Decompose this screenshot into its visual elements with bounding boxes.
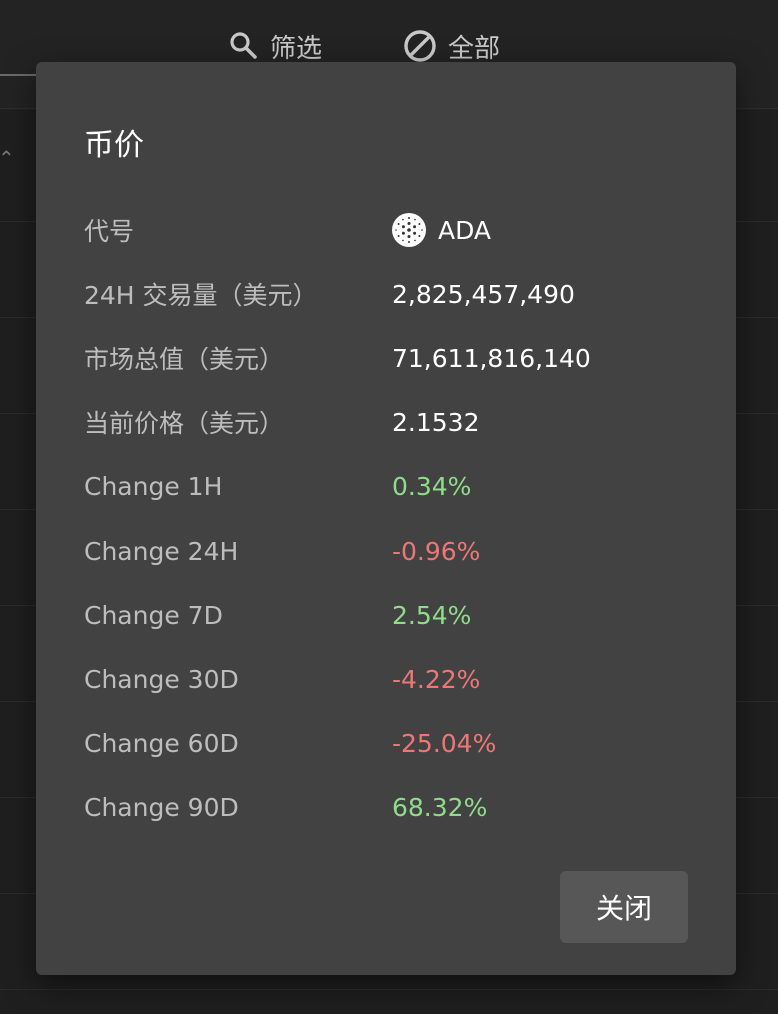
row-value: ADA — [392, 213, 491, 247]
sort-caret-icon: ⌃ — [0, 146, 15, 170]
row-label: 当前价格（美元） — [84, 409, 285, 438]
cardano-icon — [392, 213, 426, 247]
change-value: -25.04% — [392, 728, 497, 758]
info-row-change-24h: Change 24H -0.96% — [84, 531, 684, 571]
filter-button[interactable]: 筛选 — [228, 26, 322, 66]
block-icon — [404, 30, 436, 62]
change-value: 0.34% — [392, 471, 472, 501]
row-value: 2,825,457,490 — [392, 279, 575, 309]
change-value: 2.54% — [392, 600, 472, 630]
all-label: 全部 — [448, 33, 501, 64]
tab-indicator — [0, 74, 36, 76]
row-label: Change 1H — [84, 471, 223, 501]
row-value: 71,611,816,140 — [392, 343, 591, 373]
info-row-change-30d: Change 30D -4.22% — [84, 659, 684, 699]
row-label: Change 30D — [84, 664, 239, 694]
row-label: Change 7D — [84, 600, 223, 630]
info-row-change-90d: Change 90D 68.32% — [84, 787, 684, 827]
row-label: Change 60D — [84, 728, 239, 758]
coin-symbol: ADA — [438, 215, 492, 245]
table-row-divider — [0, 989, 778, 990]
info-row-change-60d: Change 60D -25.04% — [84, 723, 684, 763]
coin-price-dialog: 币价 代号 — [36, 62, 736, 975]
info-row-symbol: 代号 — [84, 210, 684, 250]
all-button[interactable]: 全部 — [402, 26, 500, 66]
change-value: 68.32% — [392, 792, 488, 822]
close-button[interactable]: 关闭 — [560, 871, 688, 943]
change-value: -4.22% — [392, 664, 481, 694]
dialog-title: 币价 — [84, 128, 144, 163]
filter-label: 筛选 — [270, 33, 323, 64]
info-row-volume: 24H 交易量（美元） 2,825,457,490 — [84, 274, 684, 314]
row-label: Change 24H — [84, 536, 239, 566]
info-row-market-cap: 市场总值（美元） 71,611,816,140 — [84, 338, 684, 378]
change-value: -0.96% — [392, 536, 481, 566]
info-row-change-1h: Change 1H 0.34% — [84, 466, 684, 506]
row-label: Change 90D — [84, 792, 239, 822]
row-label: 代号 — [84, 217, 135, 246]
row-label: 市场总值（美元） — [84, 345, 285, 374]
search-icon — [230, 32, 257, 59]
row-label: 24H 交易量（美元） — [84, 281, 318, 310]
info-row-price: 当前价格（美元） 2.1532 — [84, 402, 684, 442]
info-row-change-7d: Change 7D 2.54% — [84, 595, 684, 635]
row-value: 2.1532 — [392, 407, 480, 437]
